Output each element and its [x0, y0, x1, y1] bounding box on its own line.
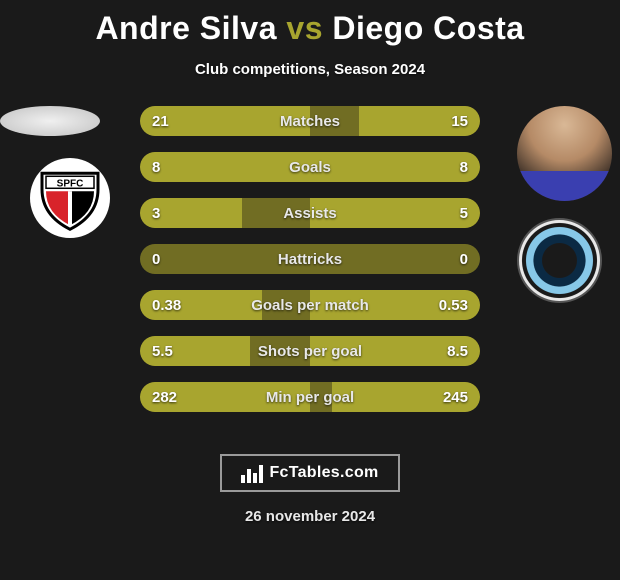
chart-icon [241, 463, 263, 483]
stat-label: Matches [140, 106, 480, 136]
player1-club-logo: SPFC [30, 158, 110, 238]
stat-value-right: 15 [451, 106, 468, 136]
stat-value-left: 5.5 [152, 336, 173, 366]
player2-avatar [517, 106, 612, 201]
stat-label: Min per goal [140, 382, 480, 412]
svg-text:SPFC: SPFC [57, 178, 84, 189]
spfc-shield-icon: SPFC [40, 167, 100, 231]
stat-row: Assists3 5 [140, 198, 480, 228]
player2-shirt [517, 171, 612, 201]
comparison-bars: Matches21 15 Goals8 8 Assists3 5 Hattricks0 0 Go… [140, 106, 480, 428]
stat-value-right: 8 [460, 152, 468, 182]
title-player2: Diego Costa [332, 10, 524, 46]
page-title: Andre Silva vs Diego Costa [0, 0, 620, 47]
stat-label: Shots per goal [140, 336, 480, 366]
stat-value-left: 282 [152, 382, 177, 412]
title-player1: Andre Silva [95, 10, 277, 46]
stat-value-right: 8.5 [447, 336, 468, 366]
brand-badge: FcTables.com [220, 454, 400, 492]
title-vs: vs [286, 10, 323, 46]
stat-value-left: 21 [152, 106, 169, 136]
stat-row: Goals per match0.38 0.53 [140, 290, 480, 320]
stat-label: Goals per match [140, 290, 480, 320]
stat-value-right: 245 [443, 382, 468, 412]
stat-row: Hattricks0 0 [140, 244, 480, 274]
stat-row: Min per goal282 245 [140, 382, 480, 412]
brand-text: FcTables.com [269, 464, 378, 482]
stat-value-right: 5 [460, 198, 468, 228]
stat-label: Assists [140, 198, 480, 228]
stat-value-right: 0.53 [439, 290, 468, 320]
stat-row: Matches21 15 [140, 106, 480, 136]
stat-value-left: 0.38 [152, 290, 181, 320]
stat-label: Goals [140, 152, 480, 182]
footer-date: 26 november 2024 [0, 508, 620, 525]
player1-avatar [0, 106, 100, 136]
stat-value-left: 3 [152, 198, 160, 228]
subtitle: Club competitions, Season 2024 [0, 61, 620, 78]
stat-value-left: 0 [152, 244, 160, 274]
stat-value-right: 0 [460, 244, 468, 274]
comparison-stage: SPFC Matches21 15 Goals8 8 Assists3 5 Hattrick… [0, 106, 620, 436]
stat-value-left: 8 [152, 152, 160, 182]
stat-row: Goals8 8 [140, 152, 480, 182]
stat-label: Hattricks [140, 244, 480, 274]
stat-row: Shots per goal5.5 8.5 [140, 336, 480, 366]
player2-club-logo [517, 218, 602, 303]
